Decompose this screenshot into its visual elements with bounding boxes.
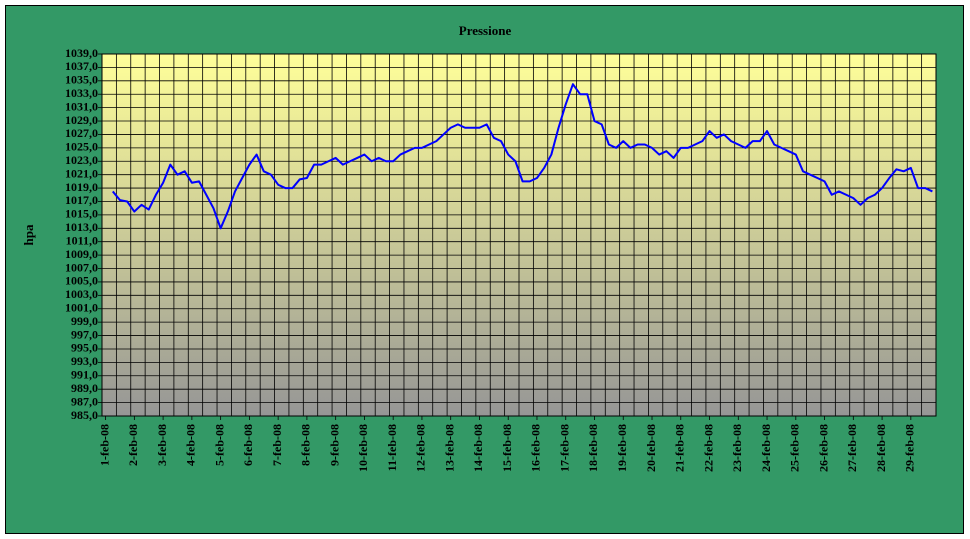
y-tick-label: 999,0	[71, 314, 98, 328]
x-tick-label: 9-feb-08	[327, 424, 341, 466]
y-tick-label: 997,0	[71, 327, 98, 341]
x-tick-label: 22-feb-08	[701, 424, 715, 472]
y-tick-label: 1039,0	[65, 46, 98, 60]
y-tick-label: 1025,0	[65, 140, 98, 154]
x-tick-label: 23-feb-08	[730, 424, 744, 472]
x-tick-label: 15-feb-08	[500, 424, 514, 472]
x-tick-label: 11-feb-08	[385, 424, 399, 471]
y-tick-label: 1009,0	[65, 247, 98, 261]
y-tick-label: 1007,0	[65, 260, 98, 274]
x-tick-label: 20-feb-08	[644, 424, 658, 472]
chart-title: Pressione	[459, 23, 512, 38]
x-tick-label: 18-feb-08	[586, 424, 600, 472]
x-tick-label: 3-feb-08	[155, 424, 169, 466]
y-tick-label: 1023,0	[65, 153, 98, 167]
y-tick-label: 1021,0	[65, 166, 98, 180]
x-tick-label: 25-feb-08	[788, 424, 802, 472]
x-tick-label: 4-feb-08	[184, 424, 198, 466]
y-tick-label: 989,0	[71, 381, 98, 395]
x-tick-label: 10-feb-08	[356, 424, 370, 472]
y-tick-label: 1019,0	[65, 180, 98, 194]
x-tick-label: 19-feb-08	[615, 424, 629, 472]
x-tick-label: 17-feb-08	[557, 424, 571, 472]
x-tick-label: 14-feb-08	[471, 424, 485, 472]
y-tick-label: 1029,0	[65, 113, 98, 127]
y-tick-label: 987,0	[71, 394, 98, 408]
y-axis-label: hpa	[21, 224, 36, 245]
x-tick-label: 16-feb-08	[529, 424, 543, 472]
x-tick-label: 12-feb-08	[414, 424, 428, 472]
y-tick-label: 1035,0	[65, 73, 98, 87]
y-tick-label: 1003,0	[65, 287, 98, 301]
y-tick-label: 985,0	[71, 408, 98, 422]
x-tick-label: 2-feb-08	[126, 424, 140, 466]
y-tick-label: 993,0	[71, 354, 98, 368]
x-tick-label: 8-feb-08	[299, 424, 313, 466]
x-tick-label: 6-feb-08	[241, 424, 255, 466]
y-tick-label: 1015,0	[65, 207, 98, 221]
data-line	[112, 83, 933, 230]
y-tick-label: 995,0	[71, 341, 98, 355]
x-tick-label: 7-feb-08	[270, 424, 284, 466]
x-tick-label: 5-feb-08	[212, 424, 226, 466]
x-tick-label: 1-feb-08	[97, 424, 111, 466]
y-tick-label: 1001,0	[65, 300, 98, 314]
y-tick-label: 1031,0	[65, 99, 98, 113]
y-tick-label: 1017,0	[65, 193, 98, 207]
x-tick-label: 21-feb-08	[673, 424, 687, 472]
y-tick-label: 1037,0	[65, 59, 98, 73]
x-tick-label: 24-feb-08	[759, 424, 773, 472]
y-tick-label: 1027,0	[65, 126, 98, 140]
x-tick-label: 28-feb-08	[874, 424, 888, 472]
y-tick-label: 1005,0	[65, 274, 98, 288]
y-tick-label: 991,0	[71, 368, 98, 382]
y-tick-label: 1013,0	[65, 220, 98, 234]
x-tick-label: 29-feb-08	[903, 424, 917, 472]
x-tick-label: 13-feb-08	[442, 424, 456, 472]
y-tick-label: 1033,0	[65, 86, 98, 100]
x-tick-label: 26-feb-08	[816, 424, 830, 472]
x-tick-label: 27-feb-08	[845, 424, 859, 472]
y-tick-label: 1011,0	[66, 233, 98, 247]
